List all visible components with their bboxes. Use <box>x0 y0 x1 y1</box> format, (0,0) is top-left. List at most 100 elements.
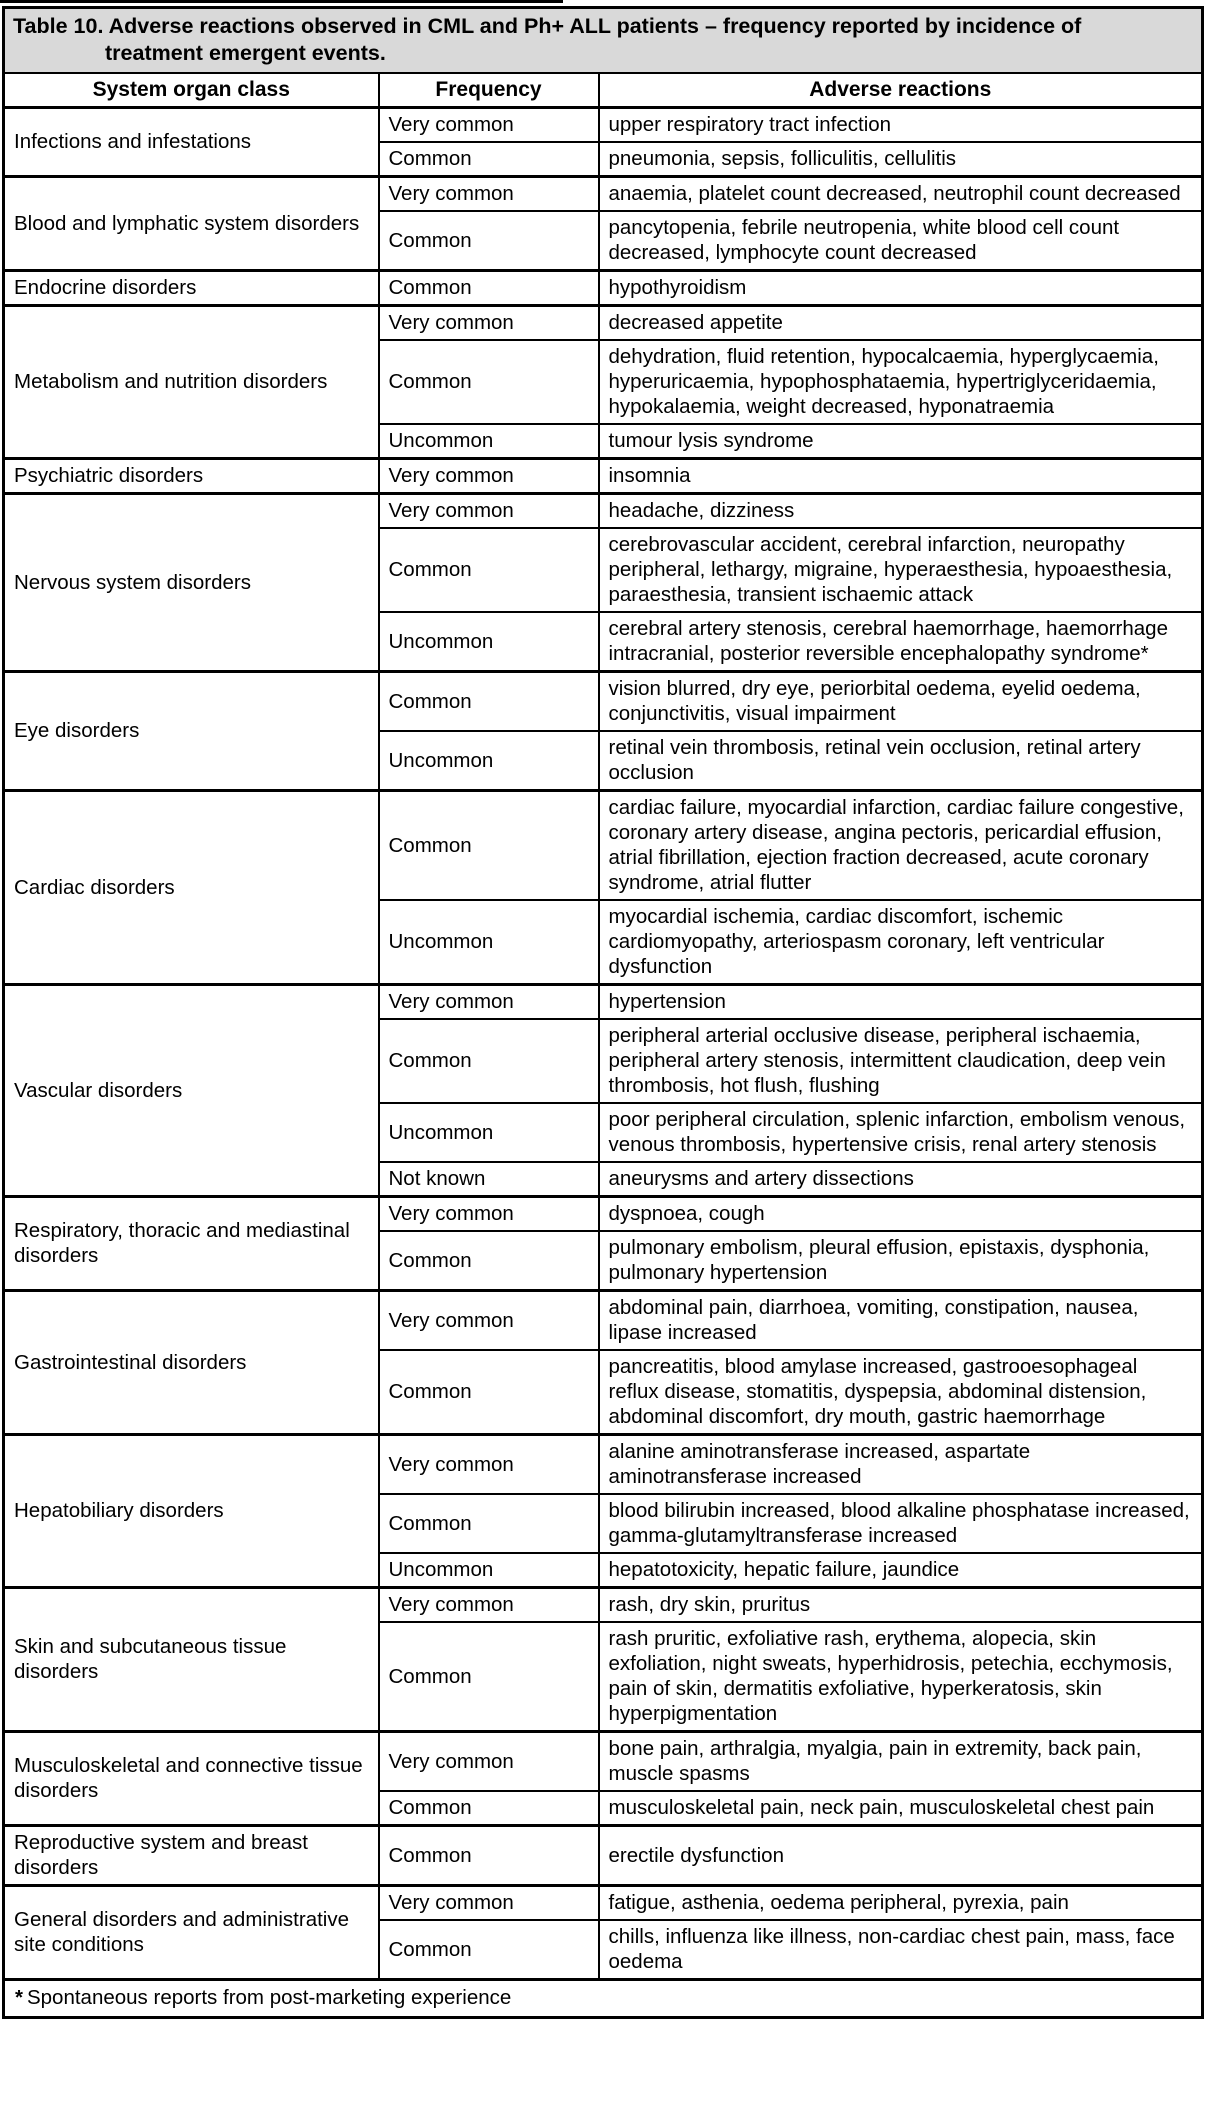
column-header-adverse-reactions: Adverse reactions <box>597 72 1204 109</box>
adverse-reactions-cell: erectile dysfunction <box>597 1824 1204 1887</box>
system-organ-class-cell: Respiratory, thoracic and mediastinal di… <box>2 1195 380 1292</box>
table-row: Blood and lymphatic system disorders Very… <box>2 175 1204 272</box>
adverse-reactions-cell: peripheral arterial occlusive disease, p… <box>597 1018 1204 1104</box>
adverse-reactions-cell: alanine aminotransferase increased, aspa… <box>597 1433 1204 1495</box>
table-row: Metabolism and nutrition disorders Very c… <box>2 304 1204 460</box>
system-organ-class-cell: Nervous system disorders <box>2 492 380 673</box>
table-row: Psychiatric disorders Very common insomnia <box>2 457 1204 495</box>
table-row: Uncommon myocardial ischemia, cardiac dis… <box>4 899 1204 986</box>
frequency-cell: Common <box>377 1824 600 1887</box>
frequency-cell: Common <box>377 1230 600 1292</box>
frequency-cell: Very common <box>377 492 600 529</box>
frequency-cell: Common <box>377 339 600 425</box>
frequency-cell: Common <box>377 1919 600 1981</box>
system-organ-class-cell: Musculoskeletal and connective tissue di… <box>2 1730 380 1827</box>
frequency-cell: Very common <box>377 1195 600 1232</box>
table-row: Skin and subcutaneous tissue disorders Ve… <box>2 1586 1204 1733</box>
adverse-reactions-cell: abdominal pain, diarrhoea, vomiting, con… <box>597 1289 1204 1351</box>
adverse-reactions-cell: retinal vein thrombosis, retinal vein oc… <box>597 730 1204 792</box>
system-organ-class-cell: Infections and infestations <box>2 106 380 178</box>
adverse-reactions-cell: bone pain, arthralgia, myalgia, pain in … <box>597 1730 1204 1792</box>
adverse-reactions-cell: tumour lysis syndrome <box>597 423 1204 460</box>
adverse-reactions-cell: cerebrovascular accident, cerebral infar… <box>597 527 1204 613</box>
system-organ-class-cell: Skin and subcutaneous tissue disorders <box>2 1586 380 1733</box>
adverse-reactions-cell: hepatotoxicity, hepatic failure, jaundic… <box>597 1552 1204 1589</box>
table-row: Vascular disorders Very common hypertensio… <box>2 983 1204 1198</box>
frequency-cell: Very common <box>377 1289 600 1351</box>
adverse-reactions-cell: fatigue, asthenia, oedema peripheral, py… <box>597 1884 1204 1921</box>
system-organ-class-cell: Vascular disorders <box>2 983 380 1198</box>
table-row: Uncommon cerebral artery stenosis, cerebr… <box>4 611 1204 673</box>
footnote-cell: * Spontaneous reports from post-marketing… <box>2 1978 1204 2019</box>
adverse-reactions-cell: aneurysms and artery dissections <box>597 1161 1204 1198</box>
table-row: Common peripheral arterial occlusive dise… <box>4 1018 1204 1104</box>
column-header-system-organ-class: System organ class <box>2 72 380 109</box>
table-body: Infections and infestations Very common up… <box>2 106 1204 1981</box>
system-organ-class-cell: Psychiatric disorders <box>2 457 380 495</box>
adverse-reactions-cell: upper respiratory tract infection <box>597 106 1204 143</box>
frequency-cell: Common <box>377 1790 600 1827</box>
table-row: Hepatobiliary disorders Very common alanin… <box>2 1433 1204 1589</box>
system-organ-class-cell: Blood and lymphatic system disorders <box>2 175 380 272</box>
adverse-reactions-cell: pancreatitis, blood amylase increased, g… <box>597 1349 1204 1436</box>
system-organ-class-cell: Metabolism and nutrition disorders <box>2 304 380 460</box>
adverse-reactions-cell: dehydration, fluid retention, hypocalcae… <box>597 339 1204 425</box>
frequency-cell: Uncommon <box>377 611 600 673</box>
table-row: Common rash pruritic, exfoliative rash, e… <box>4 1621 1204 1733</box>
system-organ-class-cell: Cardiac disorders <box>2 789 380 986</box>
adverse-reactions-cell: hypothyroidism <box>597 269 1204 307</box>
adverse-reactions-cell: anaemia, platelet count decreased, neutr… <box>597 175 1204 212</box>
adverse-reactions-cell: decreased appetite <box>597 304 1204 341</box>
table-title-line1: Table 10. Adverse reactions observed in … <box>13 14 1082 38</box>
adverse-reactions-cell: rash, dry skin, pruritus <box>597 1586 1204 1623</box>
frequency-cell: Very common <box>377 106 600 143</box>
adverse-reactions-cell: vision blurred, dry eye, periorbital oed… <box>597 670 1204 732</box>
frequency-cell: Common <box>377 210 600 272</box>
table-row: Common pneumonia, sepsis, folliculitis, c… <box>4 141 1204 178</box>
system-organ-class-cell: General disorders and administrative sit… <box>2 1884 380 1981</box>
frequency-cell: Uncommon <box>377 423 600 460</box>
table-row: Uncommon hepatotoxicity, hepatic failure,… <box>4 1552 1204 1589</box>
adverse-reactions-cell: musculoskeletal pain, neck pain, musculo… <box>597 1790 1204 1827</box>
system-organ-class-cell: Reproductive system and breast disorders <box>2 1824 380 1887</box>
table-title-row: Table 10. Adverse reactions observed in … <box>2 6 1204 74</box>
system-organ-class-cell: Gastrointestinal disorders <box>2 1289 380 1436</box>
frequency-cell: Very common <box>377 1433 600 1495</box>
column-header-row: System organ class Frequency Adverse rea… <box>2 72 1204 109</box>
adverse-reactions-cell: cerebral artery stenosis, cerebral haemo… <box>597 611 1204 673</box>
frequency-cell: Common <box>377 670 600 732</box>
frequency-cell: Common <box>377 1349 600 1436</box>
footnote-row: * Spontaneous reports from post-marketing… <box>2 1978 1204 2019</box>
table-row: Reproductive system and breast disorders… <box>2 1824 1204 1887</box>
table-title-line2: treatment emergent events. <box>105 41 386 65</box>
table-title: Table 10. Adverse reactions observed in … <box>2 6 1204 74</box>
table-row: Infections and infestations Very common up… <box>2 106 1204 178</box>
adverse-reactions-cell: dyspnoea, cough <box>597 1195 1204 1232</box>
table-row: Common pancreatitis, blood amylase increa… <box>4 1349 1204 1436</box>
frequency-cell: Common <box>377 527 600 613</box>
adverse-reactions-table: Table 10. Adverse reactions observed in … <box>2 6 1205 2019</box>
frequency-cell: Very common <box>377 175 600 212</box>
table-row: Musculoskeletal and connective tissue di… <box>2 1730 1204 1827</box>
frequency-cell: Common <box>377 1621 600 1733</box>
frequency-cell: Common <box>377 789 600 901</box>
adverse-reactions-cell: hypertension <box>597 983 1204 1020</box>
table-row: Common chills, influenza like illness, no… <box>4 1919 1204 1981</box>
adverse-reactions-cell: pulmonary embolism, pleural effusion, ep… <box>597 1230 1204 1292</box>
adverse-reactions-cell: cardiac failure, myocardial infarction, … <box>597 789 1204 901</box>
table-row: Endocrine disorders Common hypothyroidism <box>2 269 1204 307</box>
adverse-reactions-cell: headache, dizziness <box>597 492 1204 529</box>
footnote-asterisk: * <box>15 1986 23 2009</box>
table-row: Common cerebrovascular accident, cerebral… <box>4 527 1204 613</box>
table-row: Common pancytopenia, febrile neutropenia,… <box>4 210 1204 272</box>
table-row: Nervous system disorders Very common heada… <box>2 492 1204 673</box>
frequency-cell: Uncommon <box>377 730 600 792</box>
document-page: Table 10. Adverse reactions observed in … <box>0 0 1205 2019</box>
adverse-reactions-cell: poor peripheral circulation, splenic inf… <box>597 1102 1204 1163</box>
table-row: General disorders and administrative sit… <box>2 1884 1204 1981</box>
frequency-cell: Common <box>377 1018 600 1104</box>
frequency-cell: Uncommon <box>377 1552 600 1589</box>
adverse-reactions-cell: rash pruritic, exfoliative rash, erythem… <box>597 1621 1204 1733</box>
frequency-cell: Uncommon <box>377 899 600 986</box>
frequency-cell: Very common <box>377 1730 600 1792</box>
